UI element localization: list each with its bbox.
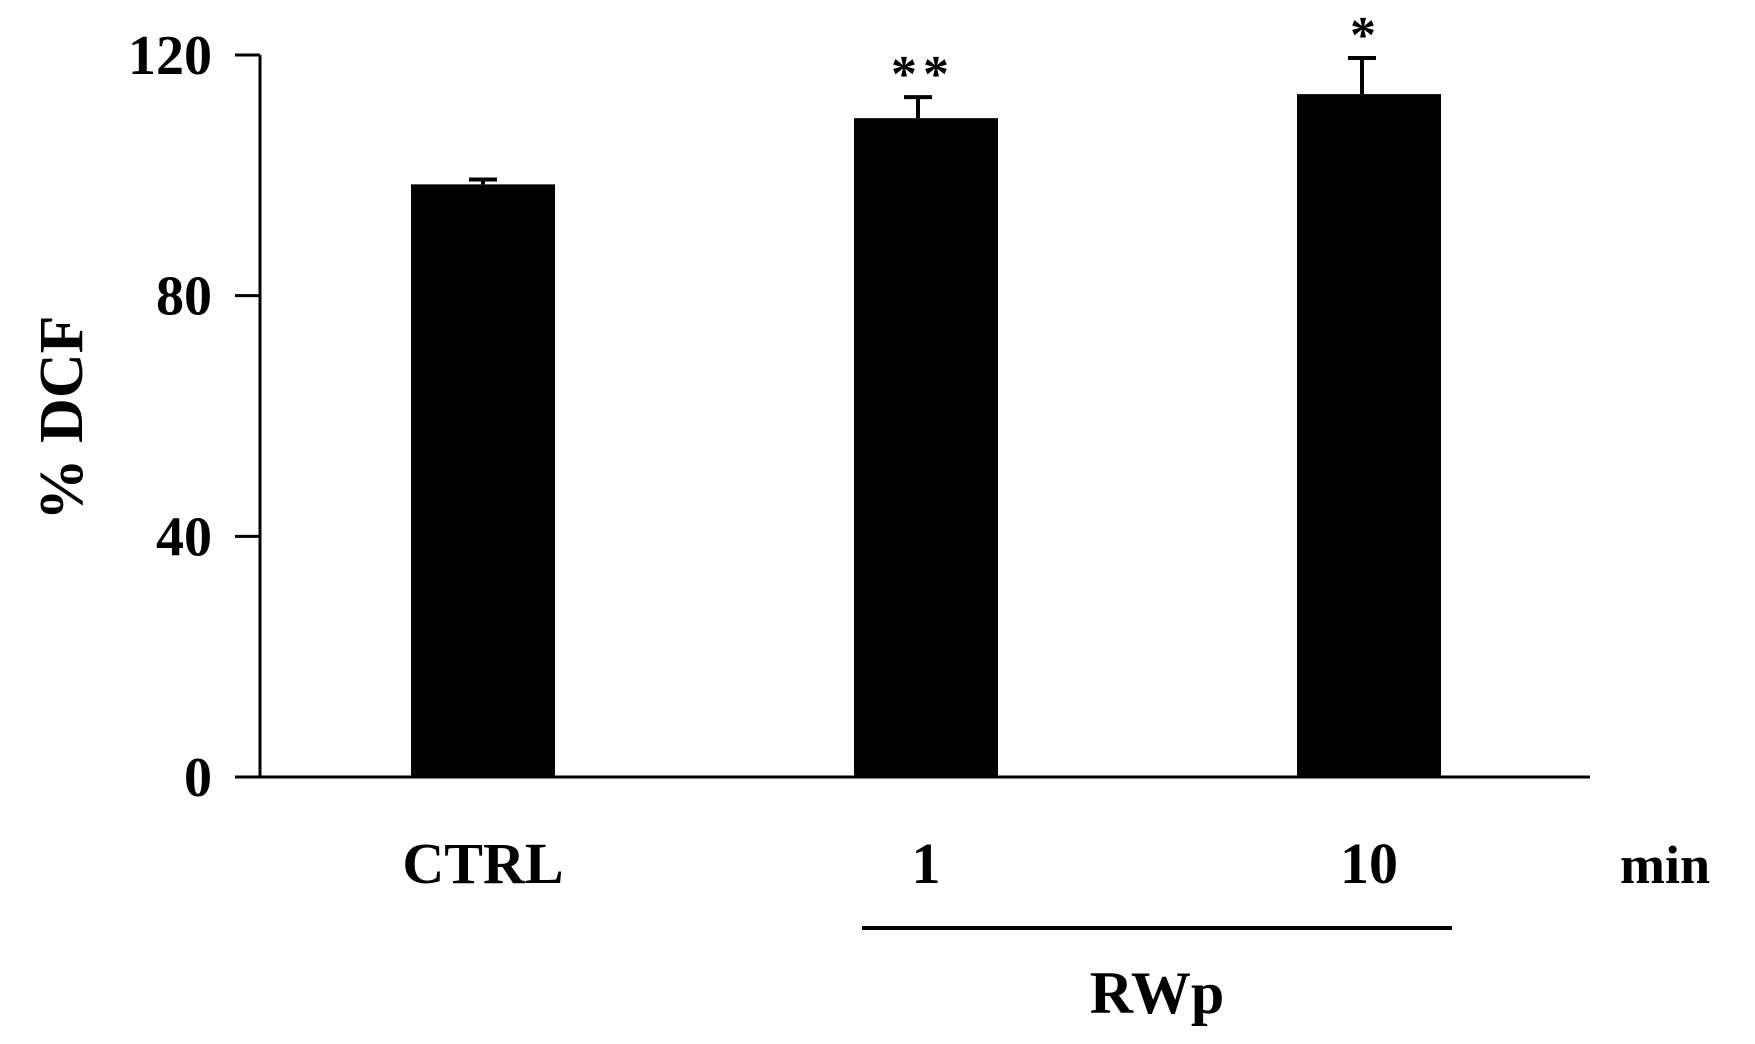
y-ticks-layer: 0 40 80 120 [128, 25, 260, 809]
bar-1 [854, 118, 998, 778]
bar-ctrl [411, 184, 555, 777]
x-labels-layer: CTRL 1 10 [402, 831, 1398, 896]
y-tick-label-0: 0 [184, 747, 212, 809]
y-tick-label-120: 120 [128, 25, 212, 87]
significance-layer: *** [891, 7, 1382, 103]
y-axis-label: % DCF [28, 316, 96, 521]
error-bars-layer [469, 56, 1376, 185]
x-tick-label-10: 10 [1340, 831, 1398, 896]
x-tick-label-1: 1 [912, 831, 941, 896]
x-tick-label-ctrl: CTRL [402, 831, 563, 896]
y-tick-label-40: 40 [156, 506, 212, 568]
bars-layer [411, 94, 1441, 778]
significance-marker-1: ** [891, 46, 955, 103]
significance-marker-10: * [1350, 7, 1382, 64]
y-tick-label-80: 80 [156, 266, 212, 328]
group-label: RWp [1090, 960, 1225, 1026]
bar-10 [1297, 94, 1441, 777]
x-unit-label: min [1620, 835, 1710, 895]
